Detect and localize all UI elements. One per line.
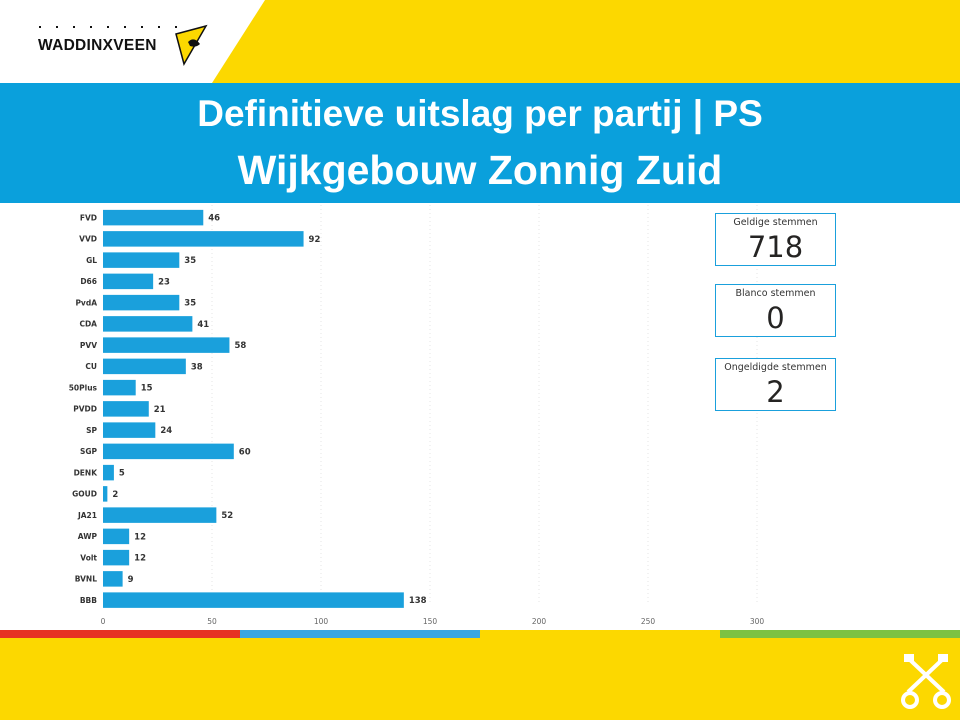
bar [103,401,149,417]
bar [103,337,230,353]
logo-dots [39,26,177,28]
x-tick-label: 150 [423,617,438,626]
data-label: 2 [112,490,118,500]
x-tick-label: 0 [101,617,106,626]
x-tick-label: 250 [641,617,656,626]
data-label: 92 [309,235,321,245]
category-label: PvdA [75,298,97,307]
category-label: 50Plus [69,383,98,392]
stripe-green [720,630,960,638]
bar [103,443,234,460]
bar [103,294,180,311]
bar [103,528,130,545]
data-label: 12 [134,532,146,542]
data-label: 15 [141,384,153,394]
category-label: AWP [78,532,98,541]
color-stripes [0,630,960,638]
category-label: GOUD [72,490,97,499]
data-label: 46 [208,214,220,224]
category-label: CDA [79,320,97,329]
data-label: 12 [134,554,146,564]
data-label: 138 [409,596,427,606]
bar [103,316,193,332]
data-label: 5 [119,469,125,479]
data-label: 9 [128,575,134,585]
data-label: 24 [160,426,172,436]
category-label: PVDD [73,405,97,414]
category-label: FVD [80,213,97,222]
bar [103,549,130,566]
category-label: CU [85,362,97,371]
stripe-yellow [480,630,720,638]
bar [103,507,217,523]
bar [103,209,204,226]
kpi-value: 0 [766,301,785,335]
data-label: 23 [158,277,170,287]
category-label: JA21 [77,511,97,520]
category-label: D66 [80,277,97,286]
page-subtitle: Wijkgebouw Zonnig Zuid [237,147,723,193]
x-tick-label: 200 [532,617,547,626]
x-tick-label: 300 [750,617,765,626]
category-label: SP [86,426,97,435]
bar [103,464,114,481]
yellow-top-shape [212,0,960,83]
bar [103,422,156,438]
kpi-value: 718 [747,230,804,264]
yellow-bottom-shape [0,638,960,720]
data-label: 35 [184,299,196,309]
category-label: DENK [74,468,99,477]
bar [103,358,186,375]
logo-text: WADDINXVEEN [38,37,157,54]
kpi-value: 2 [766,375,785,409]
category-label: PVV [80,341,97,350]
x-tick-label: 50 [207,617,217,626]
bar [103,273,154,290]
stripe-red [0,630,240,638]
bar [103,231,304,247]
keys-crest-icon [901,654,951,709]
bar [103,486,108,502]
kpi-label: Ongeldigde stemmen [724,362,827,373]
kpi-card-blanco: Blanco stemmen 0 [715,284,836,337]
page-title: Definitieve uitslag per partij | PS [197,93,763,134]
category-label: BBB [80,596,97,605]
category-label: GL [86,256,97,265]
kpi-label: Geldige stemmen [733,217,818,228]
category-label: BVNL [75,575,97,584]
category-label: VVD [79,235,97,244]
kpi-card-geldige: Geldige stemmen 718 [715,213,836,266]
waddinxveen-logo [39,24,208,66]
data-label: 21 [154,405,166,415]
bar [103,252,180,268]
data-label: 41 [197,320,209,330]
data-label: 60 [239,447,251,457]
kpi-card-ongeldigde: Ongeldigde stemmen 2 [715,358,836,411]
stripe-blue [240,630,480,638]
category-label: Volt [80,553,97,562]
category-label: SGP [80,447,98,456]
bar [103,379,136,396]
bar [103,571,123,587]
data-label: 35 [184,256,196,266]
title-banner [0,83,960,203]
data-label: 38 [191,362,203,372]
bar [103,592,404,608]
data-label: 52 [221,511,233,521]
data-label: 58 [234,341,246,351]
x-tick-label: 100 [314,617,329,626]
kpi-label: Blanco stemmen [735,288,816,299]
